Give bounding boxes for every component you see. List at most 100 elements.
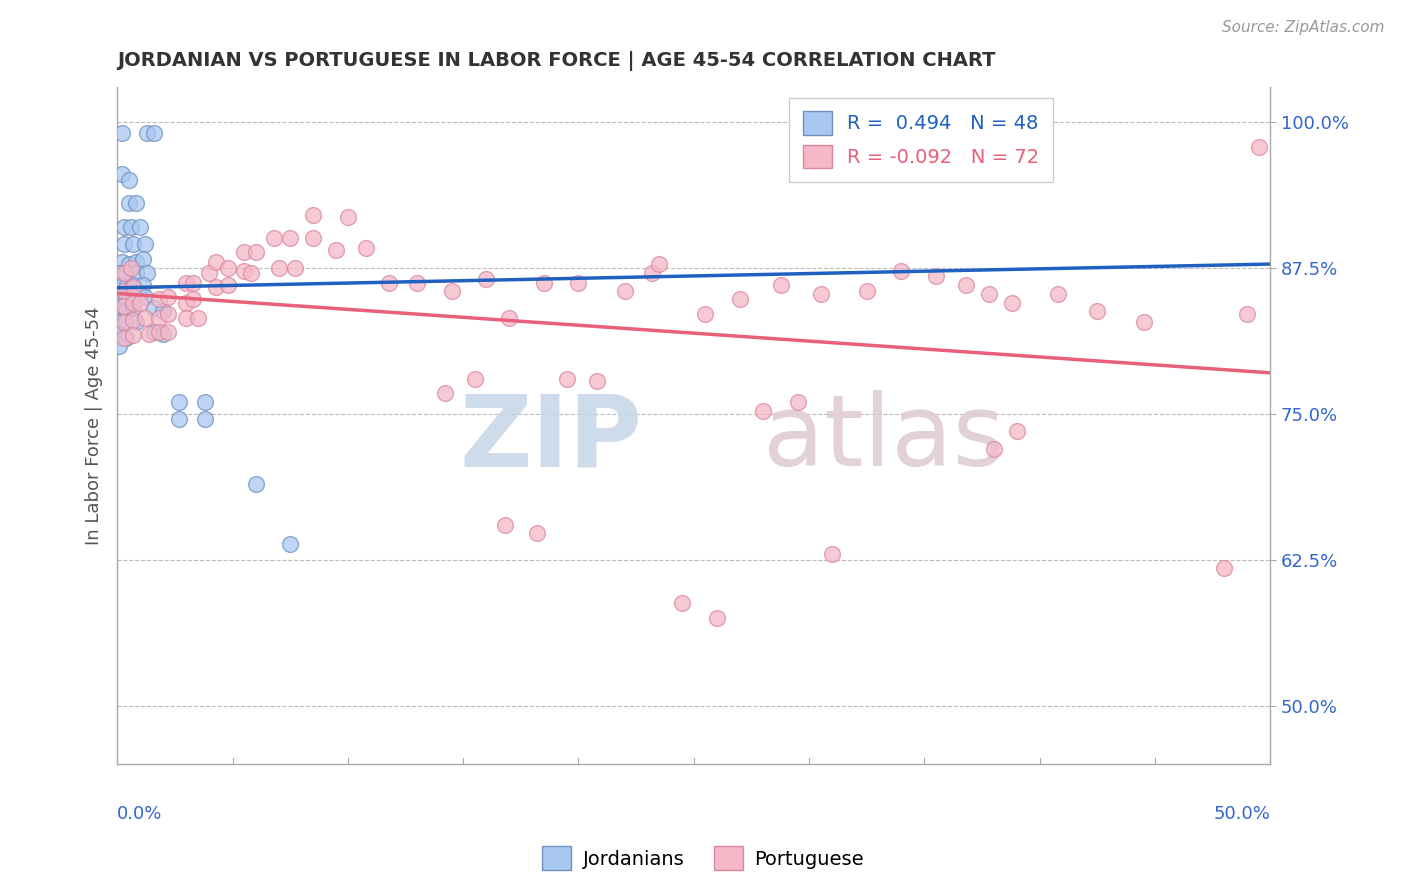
Point — [118, 173, 141, 187]
Text: 0.0%: 0.0% — [117, 805, 163, 823]
Point — [115, 280, 138, 294]
Point — [134, 310, 156, 325]
Point — [302, 231, 325, 245]
Point — [1087, 303, 1109, 318]
Point — [821, 547, 844, 561]
Point — [245, 476, 267, 491]
Point — [440, 284, 463, 298]
Point — [498, 310, 520, 325]
Point — [156, 325, 179, 339]
Point — [695, 307, 717, 321]
Point — [108, 339, 131, 353]
Point — [706, 611, 728, 625]
Point — [533, 276, 555, 290]
Point — [284, 260, 307, 275]
Point — [977, 287, 1000, 301]
Text: 50.0%: 50.0% — [1213, 805, 1271, 823]
Point — [983, 442, 1005, 456]
Point — [143, 126, 166, 140]
Point — [267, 260, 290, 275]
Point — [120, 219, 142, 234]
Point — [115, 267, 138, 281]
Point — [586, 374, 609, 388]
Point — [156, 290, 179, 304]
Point — [122, 237, 145, 252]
Point — [728, 292, 751, 306]
Point — [138, 327, 160, 342]
Point — [855, 284, 877, 298]
Point — [148, 292, 170, 306]
Point — [1132, 316, 1154, 330]
Point — [122, 328, 145, 343]
Point — [122, 301, 145, 316]
Point — [108, 303, 131, 318]
Point — [217, 260, 239, 275]
Point — [433, 385, 456, 400]
Point — [810, 287, 832, 301]
Point — [671, 596, 693, 610]
Point — [925, 268, 948, 283]
Point — [122, 295, 145, 310]
Point — [1047, 287, 1070, 301]
Point — [124, 267, 146, 281]
Point — [567, 276, 589, 290]
Point — [131, 252, 153, 267]
Text: ZIP: ZIP — [458, 391, 643, 487]
Point — [245, 245, 267, 260]
Point — [641, 267, 664, 281]
Point — [122, 313, 145, 327]
Point — [194, 412, 217, 426]
Point — [555, 371, 578, 385]
Point — [526, 525, 548, 540]
Point — [786, 395, 808, 409]
Point — [124, 316, 146, 330]
Legend: Jordanians, Portuguese: Jordanians, Portuguese — [534, 838, 872, 878]
Point — [176, 295, 198, 310]
Point — [181, 292, 204, 306]
Point — [1213, 561, 1236, 575]
Point — [233, 245, 256, 260]
Point — [115, 292, 138, 306]
Point — [1001, 295, 1024, 310]
Point — [325, 243, 347, 257]
Point — [129, 295, 152, 310]
Point — [115, 316, 138, 330]
Point — [169, 395, 191, 409]
Point — [233, 264, 256, 278]
Point — [205, 280, 228, 294]
Point — [1247, 140, 1270, 154]
Legend: R =  0.494   N = 48, R = -0.092   N = 72: R = 0.494 N = 48, R = -0.092 N = 72 — [789, 97, 1053, 182]
Point — [124, 254, 146, 268]
Point — [136, 267, 159, 281]
Point — [118, 257, 141, 271]
Point — [217, 278, 239, 293]
Text: Source: ZipAtlas.com: Source: ZipAtlas.com — [1222, 20, 1385, 35]
Point — [152, 303, 174, 318]
Point — [1005, 424, 1028, 438]
Point — [112, 219, 135, 234]
Point — [111, 167, 134, 181]
Point — [136, 126, 159, 140]
Point — [239, 267, 262, 281]
Point — [108, 292, 131, 306]
Point — [134, 237, 156, 252]
Text: atlas: atlas — [763, 391, 1005, 487]
Point — [176, 310, 198, 325]
Point — [134, 290, 156, 304]
Point — [112, 331, 135, 345]
Y-axis label: In Labor Force | Age 45-54: In Labor Force | Age 45-54 — [86, 306, 103, 545]
Point — [115, 303, 138, 318]
Point — [613, 284, 636, 298]
Point — [198, 267, 221, 281]
Point — [181, 276, 204, 290]
Point — [120, 260, 142, 275]
Point — [108, 280, 131, 294]
Point — [378, 276, 401, 290]
Point — [187, 310, 209, 325]
Point — [122, 278, 145, 293]
Point — [112, 284, 135, 298]
Point — [336, 211, 359, 225]
Point — [112, 299, 135, 313]
Point — [148, 325, 170, 339]
Point — [129, 219, 152, 234]
